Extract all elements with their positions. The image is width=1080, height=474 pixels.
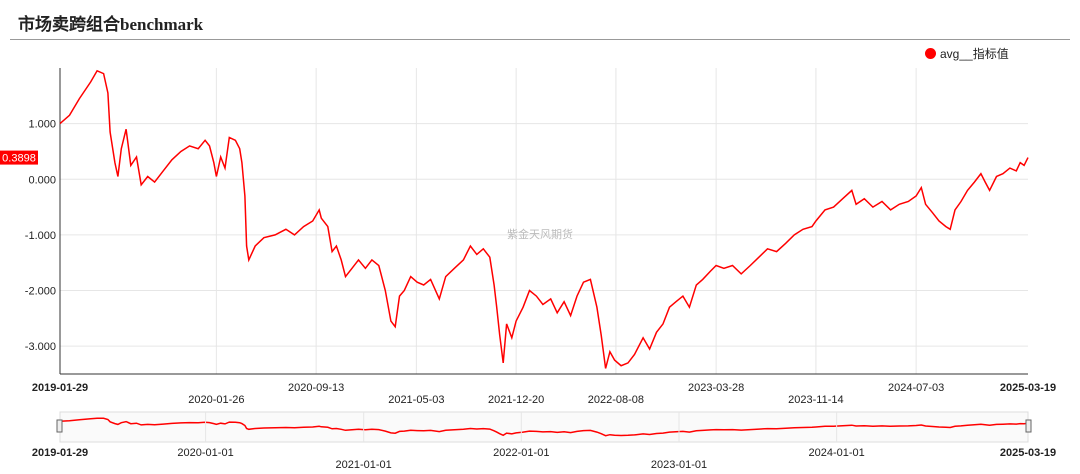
chart-title: 市场卖跨组合benchmark xyxy=(18,15,204,34)
watermark-text: 紫金天风期货 xyxy=(507,227,573,241)
x-tick-label: 2020-09-13 xyxy=(288,382,344,394)
last-value-badge xyxy=(0,150,38,165)
zoom-tick-label: 2021-01-01 xyxy=(336,459,392,471)
y-tick-label: -3.000 xyxy=(25,341,56,353)
zoom-tick-label: 2020-01-01 xyxy=(177,447,233,459)
x-tick-label: 2021-12-20 xyxy=(488,394,544,406)
x-tick-label: 2021-05-03 xyxy=(388,394,444,406)
x-tick-label: 2024-07-03 xyxy=(888,382,944,394)
x-end-label: 2025-03-19 xyxy=(1000,382,1056,394)
zoom-start-label: 2019-01-29 xyxy=(32,447,88,459)
x-tick-label: 2023-03-28 xyxy=(688,382,744,394)
x-tick-label: 2022-08-08 xyxy=(588,394,644,406)
zoom-left-handle[interactable] xyxy=(56,419,63,433)
series-line xyxy=(59,69,1029,369)
legend-label: avg__指标值 xyxy=(940,47,1009,61)
y-tick-label: 0.000 xyxy=(28,174,56,186)
zoom-end-label: 2025-03-19 xyxy=(1000,447,1056,459)
title-divider xyxy=(10,39,1070,40)
x-tick-label: 2020-01-26 xyxy=(188,394,244,406)
y-tick-label: -1.000 xyxy=(25,230,56,242)
x-tick-label: 2023-11-14 xyxy=(788,394,843,406)
last-value-label: 0.3898 xyxy=(2,153,36,165)
y-tick-label: -2.000 xyxy=(25,286,56,298)
zoom-series-line xyxy=(59,417,1029,437)
zoom-track xyxy=(59,411,1029,443)
legend[interactable]: avg__指标值 xyxy=(925,45,1009,62)
x-start-label: 2019-01-29 xyxy=(32,382,88,394)
zoom-right-handle[interactable] xyxy=(1025,419,1032,433)
zoom-tick-label: 2022-01-01 xyxy=(493,447,549,459)
zoom-tick-label: 2023-01-01 xyxy=(651,459,707,471)
legend-marker xyxy=(925,48,936,59)
zoom-tick-label: 2024-01-01 xyxy=(809,447,865,459)
y-tick-label: 1.000 xyxy=(28,119,56,131)
